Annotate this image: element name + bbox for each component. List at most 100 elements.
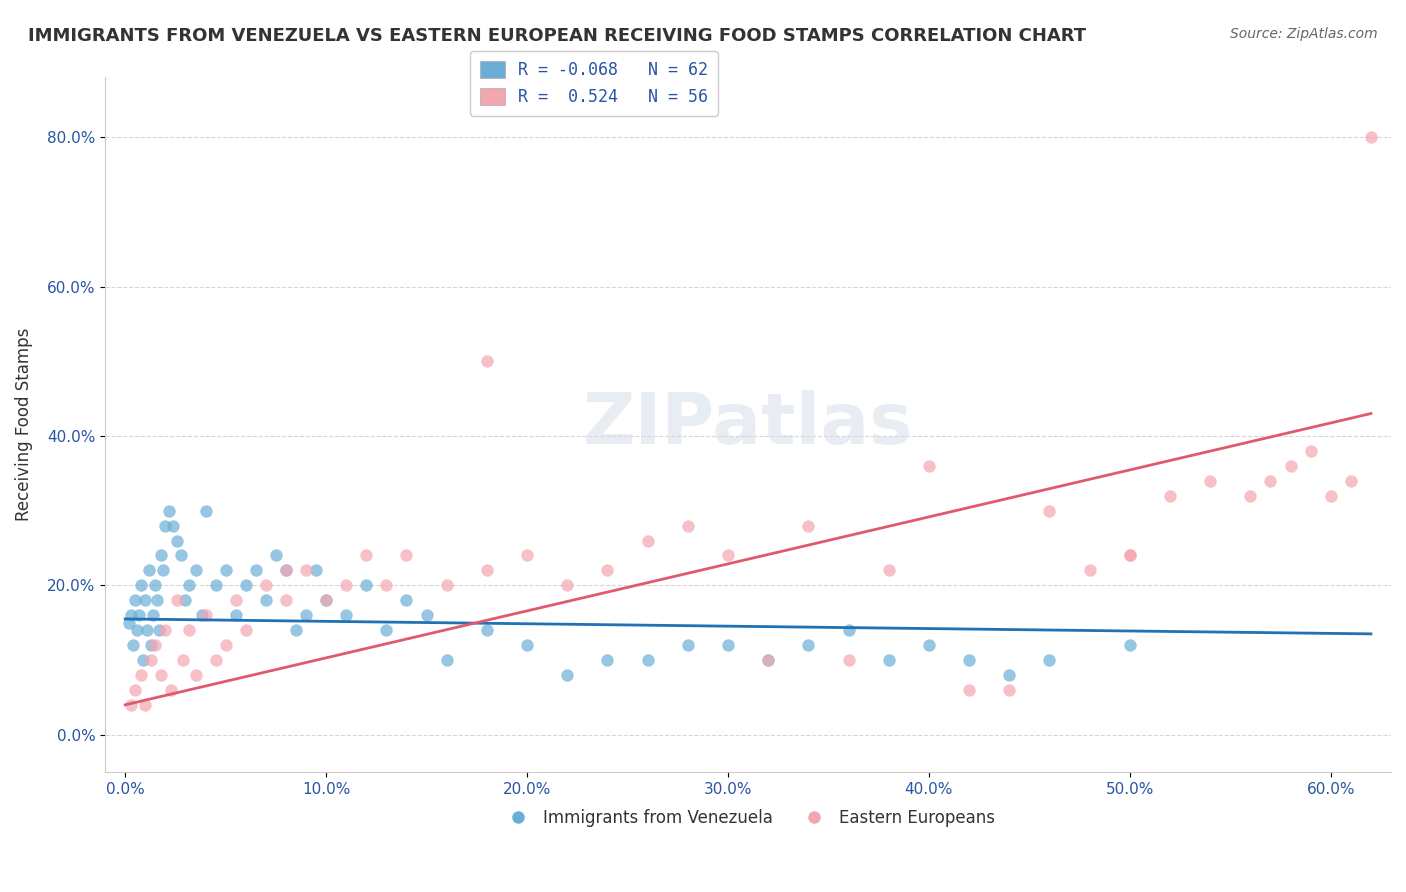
Point [877,653,900,667]
Point [415,608,437,623]
Point [127,623,149,637]
Point [120,608,142,623]
Point [264,549,287,563]
Point [225,608,247,623]
Point [166,593,188,607]
Point [475,563,498,577]
Point [957,653,980,667]
Point [756,653,779,667]
Point [274,563,297,577]
Point [516,638,538,652]
Point [676,518,699,533]
Point [128,608,150,623]
Point [356,578,378,592]
Point [475,623,498,637]
Point [797,518,820,533]
Point [215,563,238,577]
Point [555,578,578,592]
Point [305,563,328,577]
Point [837,623,859,637]
Point [918,458,941,473]
Point [1038,653,1060,667]
Point [215,638,238,652]
Point [245,563,267,577]
Point [1260,474,1282,488]
Point [877,563,900,577]
Point [132,653,155,667]
Point [157,503,180,517]
Point [918,638,941,652]
Point [254,578,277,592]
Point [315,593,337,607]
Point [1119,638,1142,652]
Text: Source: ZipAtlas.com: Source: ZipAtlas.com [1230,27,1378,41]
Point [162,518,184,533]
Point [146,593,169,607]
Point [797,638,820,652]
Point [122,638,145,652]
Point [395,593,418,607]
Point [143,638,166,652]
Point [204,653,226,667]
Legend: Immigrants from Venezuela, Eastern Europeans: Immigrants from Venezuela, Eastern Europ… [495,802,1002,833]
Point [1319,489,1341,503]
Point [170,549,193,563]
Point [717,638,740,652]
Point [356,549,378,563]
Point [717,549,740,563]
Point [1199,474,1222,488]
Point [516,549,538,563]
Point [138,563,160,577]
Point [152,563,174,577]
Point [436,578,458,592]
Point [335,608,357,623]
Point [155,623,177,637]
Point [225,593,247,607]
Point [1279,458,1302,473]
Point [1038,503,1060,517]
Point [596,653,619,667]
Point [1239,489,1261,503]
Point [120,698,142,712]
Point [118,615,141,630]
Point [235,578,257,592]
Point [134,698,156,712]
Point [160,682,183,697]
Point [637,533,659,548]
Point [436,653,458,667]
Point [375,623,398,637]
Point [179,623,201,637]
Point [1119,549,1142,563]
Point [335,578,357,592]
Point [194,608,217,623]
Point [184,668,207,682]
Point [637,653,659,667]
Point [194,503,217,517]
Point [676,638,699,652]
Point [756,653,779,667]
Point [295,608,318,623]
Point [254,593,277,607]
Text: ZIPatlas: ZIPatlas [583,390,912,459]
Point [124,593,146,607]
Point [166,533,188,548]
Point [129,668,152,682]
Point [190,608,212,623]
Point [235,623,257,637]
Point [1360,130,1382,145]
Point [998,682,1021,697]
Point [150,549,173,563]
Point [1159,489,1181,503]
Point [136,623,159,637]
Point [141,638,163,652]
Point [1078,563,1101,577]
Point [596,563,619,577]
Point [315,593,337,607]
Point [555,668,578,682]
Point [998,668,1021,682]
Point [274,593,297,607]
Point [1299,443,1322,458]
Point [141,653,163,667]
Point [295,563,318,577]
Point [143,578,166,592]
